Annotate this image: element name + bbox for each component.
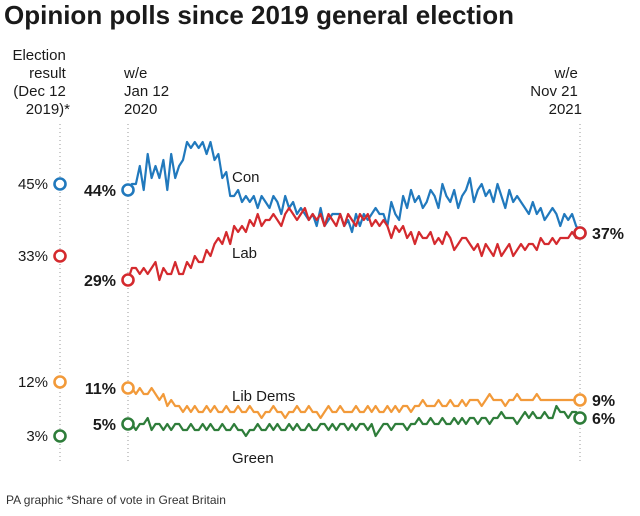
start-marker-libdems	[121, 381, 135, 395]
start-value-libdems: 11%	[85, 381, 116, 398]
start-marker-lab	[121, 273, 135, 287]
election-marker-green	[53, 429, 67, 443]
series-label-lab: Lab	[232, 245, 257, 262]
end-value-libdems: 9%	[592, 393, 615, 410]
election-marker-libdems	[53, 375, 67, 389]
election-result-header: Election result (Dec 12 2019)*	[12, 47, 70, 118]
series-lines	[126, 140, 581, 438]
end-value-green: 6%	[592, 411, 615, 428]
end-header-line: 2021	[549, 101, 582, 118]
start-header-line: 2020	[124, 101, 157, 118]
election-value-libdems: 12%	[18, 374, 48, 391]
election-marker-con	[53, 177, 67, 191]
end-header-line: w/e	[553, 65, 577, 82]
series-line-libdems	[128, 386, 580, 420]
election-header-line: Election	[12, 47, 65, 64]
election-header-line: 2019)*	[26, 101, 70, 118]
footnote: PA graphic *Share of vote in Great Brita…	[6, 493, 226, 507]
series-label-libdems: Lib Dems	[232, 388, 295, 405]
start-date-header: w/e Jan 12 2020	[123, 65, 173, 118]
series-label-con: Con	[232, 169, 260, 186]
start-value-con: 44%	[84, 183, 116, 200]
end-marker-libdems	[573, 393, 587, 407]
series-line-green	[128, 404, 581, 438]
end-header-line: Nov 21	[530, 83, 578, 100]
series-line-lab	[126, 206, 581, 282]
end-date-header: w/e Nov 21 2021	[530, 65, 582, 118]
election-value-lab: 33%	[18, 248, 48, 265]
series-label-green: Green	[232, 450, 274, 467]
end-marker-green	[573, 411, 587, 425]
election-marker-lab	[53, 249, 67, 263]
series-line-con	[127, 140, 581, 234]
start-value-green: 5%	[93, 417, 116, 434]
start-value-lab: 29%	[84, 273, 116, 290]
end-marker-lab	[573, 226, 587, 240]
election-value-green: 3%	[26, 428, 48, 445]
chart-title: Opinion polls since 2019 general electio…	[4, 0, 514, 30]
election-value-con: 45%	[18, 176, 48, 193]
end-value-con: 37%	[592, 226, 624, 243]
election-header-line: (Dec 12	[13, 83, 66, 100]
start-marker-con	[121, 183, 135, 197]
start-header-line: Jan 12	[124, 83, 169, 100]
start-header-line: w/e	[123, 65, 147, 82]
start-marker-green	[121, 417, 135, 431]
election-header-line: result	[29, 65, 67, 82]
series-markers: 45% 44% 37% 33% 29% 12% 11% 9% 3% 5% 6%	[18, 176, 624, 445]
